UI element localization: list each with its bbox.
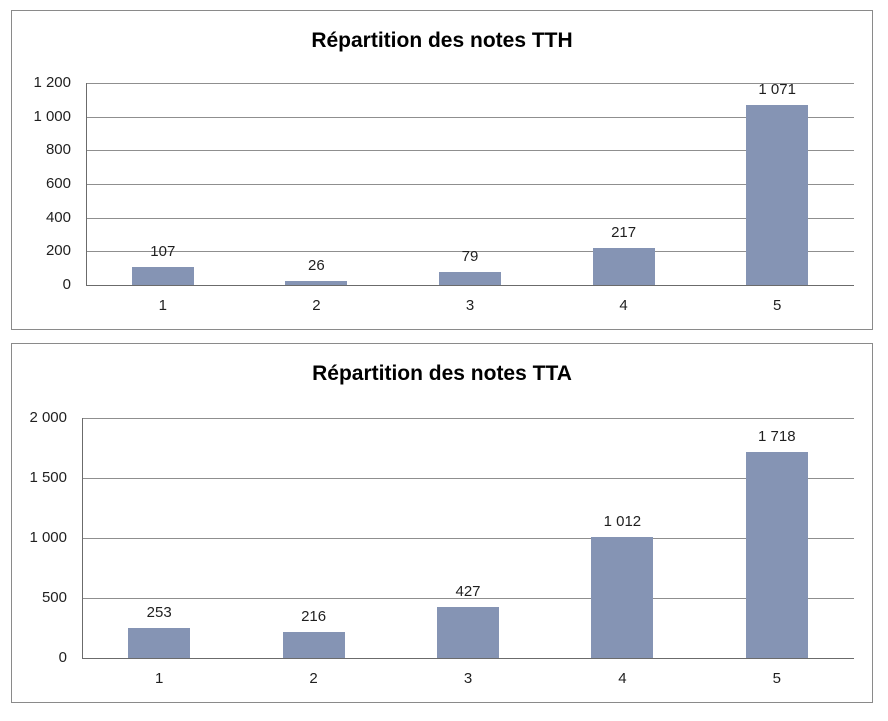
x-axis-category-label: 1 <box>158 297 167 314</box>
gridline <box>82 538 854 539</box>
y-axis-tick-label: 0 <box>58 649 67 666</box>
y-axis-tick-label: 0 <box>62 276 71 293</box>
bar <box>592 248 655 285</box>
x-axis-category-label: 1 <box>155 670 164 687</box>
bar <box>439 271 501 285</box>
chart-title: Répartition des notes TTH <box>311 29 573 52</box>
bar <box>591 536 654 658</box>
data-label: 253 <box>146 603 172 621</box>
bar <box>745 451 808 658</box>
chart-panel-tth: Répartition des notes TTH 1 200 1 000 800 6… <box>11 10 873 330</box>
gridline <box>82 478 854 479</box>
y-axis-tick-label: 1 200 <box>33 74 71 91</box>
x-axis-category-label: 2 <box>312 297 321 314</box>
bar <box>437 606 499 658</box>
x-axis-category-label: 3 <box>463 670 473 687</box>
y-axis-tick-label: 2 000 <box>29 409 67 426</box>
data-label: 216 <box>301 608 327 626</box>
y-axis-tick-label: 500 <box>41 589 67 606</box>
plot-area: 2 000 1 500 1 000 500 0 253 1 216 2 427 3 1 012 4 1 7… <box>12 344 872 702</box>
y-axis-tick-label: 600 <box>45 175 71 192</box>
gridline <box>86 83 854 84</box>
y-axis-line <box>86 83 87 285</box>
y-axis-tick-label: 400 <box>45 208 71 226</box>
plot-area: 1 200 1 000 800 600 400 200 0 107 1 26 2 79 3 217 4 1 0… <box>12 11 872 329</box>
y-axis-tick-label: 1 000 <box>33 107 71 125</box>
bar <box>131 266 194 285</box>
data-label: 1 071 <box>758 80 796 98</box>
y-axis-tick-label: 1 500 <box>29 469 67 486</box>
gridline <box>86 217 854 219</box>
bar <box>285 280 348 285</box>
x-axis-line <box>82 658 854 659</box>
gridline <box>86 184 854 185</box>
x-axis-category-label: 5 <box>772 670 781 687</box>
gridline <box>86 150 854 152</box>
bar <box>746 104 809 285</box>
y-axis-tick-label: 200 <box>45 242 71 260</box>
x-axis-category-label: 5 <box>773 297 782 314</box>
data-label: 1 718 <box>758 427 796 445</box>
gridline <box>86 251 854 253</box>
gridline <box>86 116 854 118</box>
x-axis-category-label: 4 <box>618 670 627 687</box>
bar <box>282 632 345 658</box>
chart-panel-tta: Répartition des notes TTA 2 000 1 500 1 00… <box>11 343 873 703</box>
x-axis-category-label: 2 <box>309 670 318 687</box>
y-axis-tick-label: 800 <box>45 141 71 159</box>
data-label: 79 <box>461 247 479 265</box>
x-axis-category-label: 4 <box>619 297 628 314</box>
data-label: 26 <box>308 256 325 274</box>
x-axis-line <box>86 285 854 286</box>
y-axis-tick-label: 1 000 <box>29 529 67 546</box>
gridline <box>82 418 854 419</box>
x-axis-category-label: 3 <box>465 297 475 314</box>
data-label: 1 012 <box>603 512 642 530</box>
gridline <box>82 598 854 599</box>
y-axis-line <box>82 418 83 658</box>
data-label: 217 <box>611 224 637 242</box>
data-label: 427 <box>455 582 481 600</box>
data-label: 107 <box>150 242 176 260</box>
chart-title: Répartition des notes TTA <box>312 362 572 385</box>
bar <box>128 627 191 658</box>
